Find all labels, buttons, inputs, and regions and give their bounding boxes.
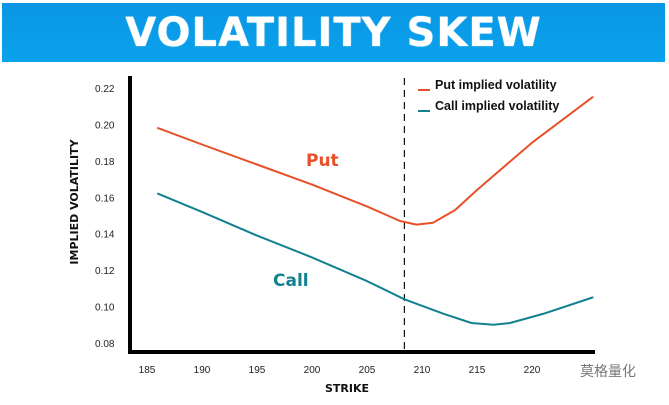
y-tick-label: 0.10 <box>95 303 115 314</box>
x-tick-label: 200 <box>304 365 321 376</box>
x-tick-label: 210 <box>414 365 431 376</box>
y-tick-label: 0.08 <box>95 339 115 350</box>
call-annotation: Call <box>273 271 309 291</box>
x-tick-label: 205 <box>359 365 376 376</box>
x-axis-label: STRIKE <box>325 382 369 395</box>
x-tick-label: 185 <box>139 365 156 376</box>
chart-title: VOLATILITY SKEW <box>125 9 542 56</box>
y-tick-label: 0.16 <box>95 193 115 204</box>
legend-label-put: Put implied volatility <box>435 78 557 92</box>
y-tick-label: 0.14 <box>95 230 115 241</box>
y-tick-label: 0.20 <box>95 120 115 131</box>
x-tick-label: 220 <box>524 365 541 376</box>
x-tick-label: 215 <box>469 365 486 376</box>
legend: Put implied volatility Call implied vola… <box>418 78 559 113</box>
x-tick-label: 190 <box>194 365 211 376</box>
x-tick-label: 195 <box>249 365 266 376</box>
legend-label-call: Call implied volatility <box>435 99 559 113</box>
y-tick-label: 0.22 <box>95 84 115 95</box>
series-line-call <box>157 192 594 326</box>
series-line-put <box>157 96 594 226</box>
watermark: 莫格量化 <box>580 364 636 380</box>
title-banner: VOLATILITY SKEW <box>2 3 665 62</box>
y-tick-label: 0.18 <box>95 157 115 168</box>
put-annotation: Put <box>306 151 339 171</box>
y-tick-label: 0.12 <box>95 266 115 277</box>
y-axis-label: IMPLIED VOLATILITY <box>68 138 81 264</box>
